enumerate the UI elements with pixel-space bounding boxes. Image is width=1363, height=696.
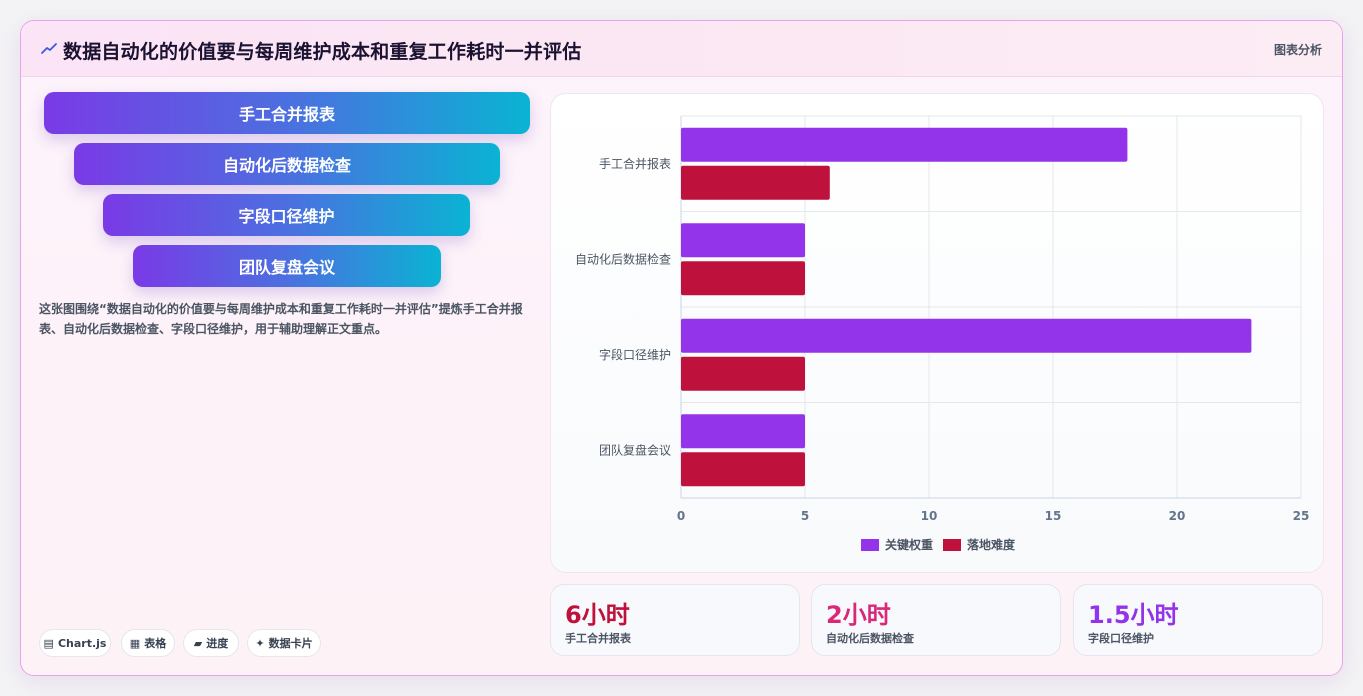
legend-swatch	[861, 539, 879, 551]
tag-label: 数据卡片	[268, 637, 313, 650]
funnel-step-1: 手工合并报表	[44, 92, 530, 134]
x-tick-label: 10	[921, 509, 938, 523]
stat-label: 手工合并报表	[565, 632, 631, 645]
chart-analysis-link[interactable]: 图表分析	[1273, 43, 1322, 57]
bar-key-weight	[681, 127, 1128, 162]
tag-progress[interactable]: ▰ 进度	[183, 629, 239, 657]
bar-chart: 0 5 10 15 20 25 手工合并报表自动化后数据检查字段口径维护团队复盘会议关键权重…	[575, 115, 1310, 552]
stat-card-3: 1.5小时 字段口径维护	[1073, 584, 1323, 656]
funnel-step-3: 字段口径维护	[103, 194, 470, 236]
tag-label: Chart.js	[57, 636, 107, 650]
bar-key-weight	[681, 223, 805, 258]
line-chart-icon	[41, 43, 57, 54]
legend-swatch	[943, 539, 961, 551]
x-tick-label: 15	[1045, 509, 1062, 523]
x-tick-label: 5	[801, 509, 809, 523]
stat-value: 1.5小时	[1088, 601, 1179, 629]
stat-value: 6小时	[565, 601, 630, 629]
stat-value: 2小时	[826, 601, 891, 629]
page-title: 数据自动化的价值要与每周维护成本和重复工作耗时一并评估	[63, 41, 582, 63]
x-tick-label: 0	[677, 509, 685, 523]
legend-label: 关键权重	[885, 537, 933, 552]
chart-description: 这张图围绕“数据自动化的价值要与每周维护成本和重复工作耗时一并评估”提炼手工合并…	[39, 302, 523, 336]
stat-label: 自动化后数据检查	[826, 632, 914, 645]
y-tick-label: 字段口径维护	[599, 347, 671, 362]
x-tick-label: 25	[1293, 509, 1310, 523]
y-tick-label: 团队复盘会议	[599, 442, 671, 457]
tag-table[interactable]: ▦ 表格	[121, 629, 175, 657]
bar-difficulty	[681, 261, 805, 296]
funnel-step-4: 团队复盘会议	[133, 245, 441, 287]
y-tick-label: 自动化后数据检查	[575, 251, 671, 266]
tag-label: 进度	[206, 637, 229, 650]
chart-panel: 0 5 10 15 20 25 手工合并报表自动化后数据检查字段口径维护 团队复盘会议关键权重…	[550, 93, 1324, 573]
sparkle-icon: ✦	[255, 636, 265, 650]
bar-difficulty	[681, 356, 805, 391]
legend-label: 落地难度	[967, 537, 1016, 552]
tag-chartjs[interactable]: ▤ Chart.js	[39, 629, 111, 657]
tag-label: 表格	[144, 637, 167, 650]
progress-icon: ▰	[193, 636, 203, 650]
x-tick-label: 20	[1169, 509, 1186, 523]
header: 数据自动化的价值要与每周维护成本和重复工作耗时一并评估 图表分析	[21, 21, 1342, 77]
chart-icon: ▤	[43, 636, 54, 650]
main-card: 数据自动化的价值要与每周维护成本和重复工作耗时一并评估 图表分析 手工合并报表 …	[20, 20, 1343, 676]
funnel-step-2: 自动化后数据检查	[74, 143, 500, 185]
bar-key-weight	[681, 318, 1252, 353]
table-icon: ▦	[129, 636, 141, 650]
tag-data-card[interactable]: ✦ 数据卡片	[247, 629, 321, 657]
y-tick-label: 手工合并报表	[599, 156, 671, 171]
stat-card-1: 6小时 手工合并报表	[550, 584, 800, 656]
bar-difficulty	[681, 165, 830, 200]
stat-card-2: 2小时 自动化后数据检查	[811, 584, 1061, 656]
stat-label: 字段口径维护	[1088, 632, 1154, 645]
bar-difficulty	[681, 452, 805, 487]
bar-key-weight	[681, 414, 805, 449]
